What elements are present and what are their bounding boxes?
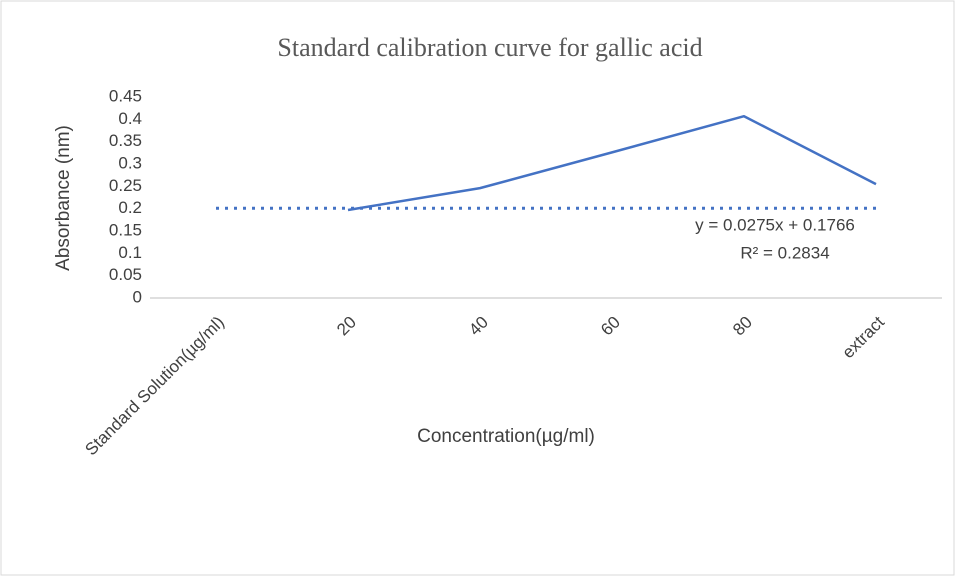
y-axis-title: Absorbance (nm) — [53, 125, 74, 271]
y-tick-label: 0.05 — [109, 265, 142, 284]
y-tick-label: 0.3 — [118, 153, 142, 172]
x-axis-title: Concentration(µg/ml) — [417, 426, 595, 447]
chart-title: Standard calibration curve for gallic ac… — [277, 33, 702, 62]
data-line — [347, 114, 877, 212]
y-tick-label: 0.25 — [109, 176, 142, 195]
y-tick-label: 0.35 — [109, 131, 142, 150]
y-tick-label: 0.2 — [118, 198, 142, 217]
y-tick-label: 0.4 — [118, 109, 142, 128]
trendline-r-squared: R² = 0.2834 — [740, 243, 829, 262]
y-tick-label: 0.15 — [109, 220, 142, 239]
y-tick-label: 0.45 — [109, 86, 142, 105]
y-tick-label: 0.1 — [118, 243, 142, 262]
trendline-equation: y = 0.0275x + 0.1766 — [695, 215, 855, 234]
y-tick-label: 0 — [133, 287, 142, 306]
